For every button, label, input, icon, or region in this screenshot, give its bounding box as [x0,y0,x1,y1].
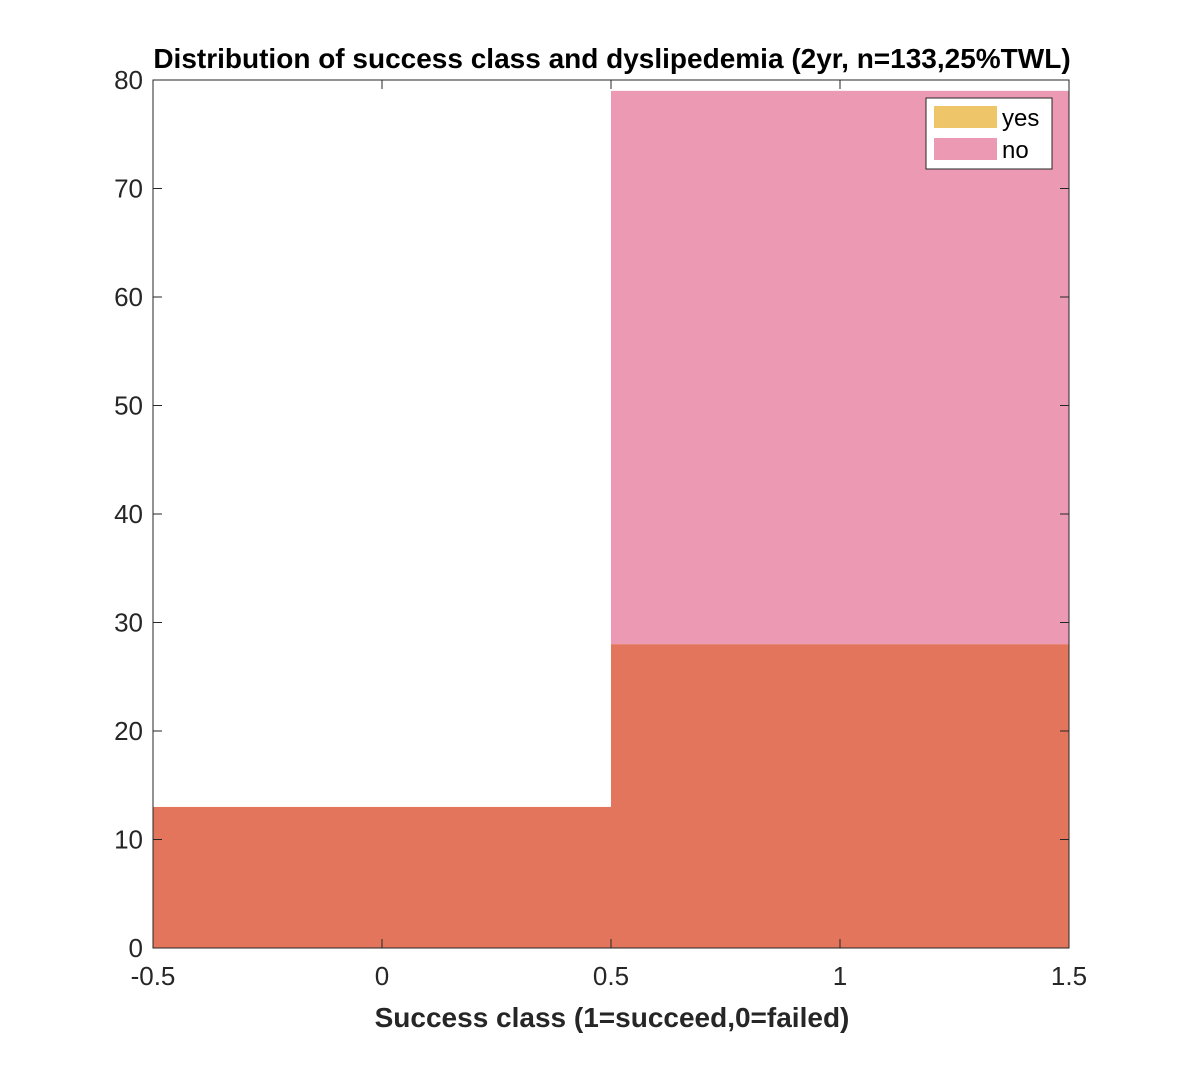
y-tick-label: 50 [114,391,143,421]
bars-layer [153,90,1069,948]
x-tick-label: 1.5 [1051,961,1087,991]
y-tick-label: 70 [114,174,143,204]
legend-swatch-no [934,138,997,160]
x-axis-label: Success class (1=succeed,0=failed) [375,1002,850,1033]
bar-no-1 [611,90,1069,645]
x-tick-label: 0.5 [593,961,629,991]
bar-overlap-1 [611,644,1069,948]
bar-overlap-0 [153,806,611,948]
y-tick-label: 60 [114,282,143,312]
y-tick-label: 20 [114,716,143,746]
x-tick-label: 0 [375,961,389,991]
y-tick-label: 10 [114,825,143,855]
legend-label-no: no [1002,137,1029,164]
legend-swatch-yes [934,106,997,128]
x-tick-label: -0.5 [131,961,176,991]
y-tick-label: 0 [129,933,143,963]
y-tick-label: 80 [114,65,143,95]
y-tick-label: 30 [114,608,143,638]
x-tick-label: 1 [833,961,847,991]
legend: yes no [925,97,1053,170]
chart-title: Distribution of success class and dyslip… [153,43,1070,74]
y-tick-label: 40 [114,499,143,529]
legend-label-yes: yes [1002,105,1039,132]
